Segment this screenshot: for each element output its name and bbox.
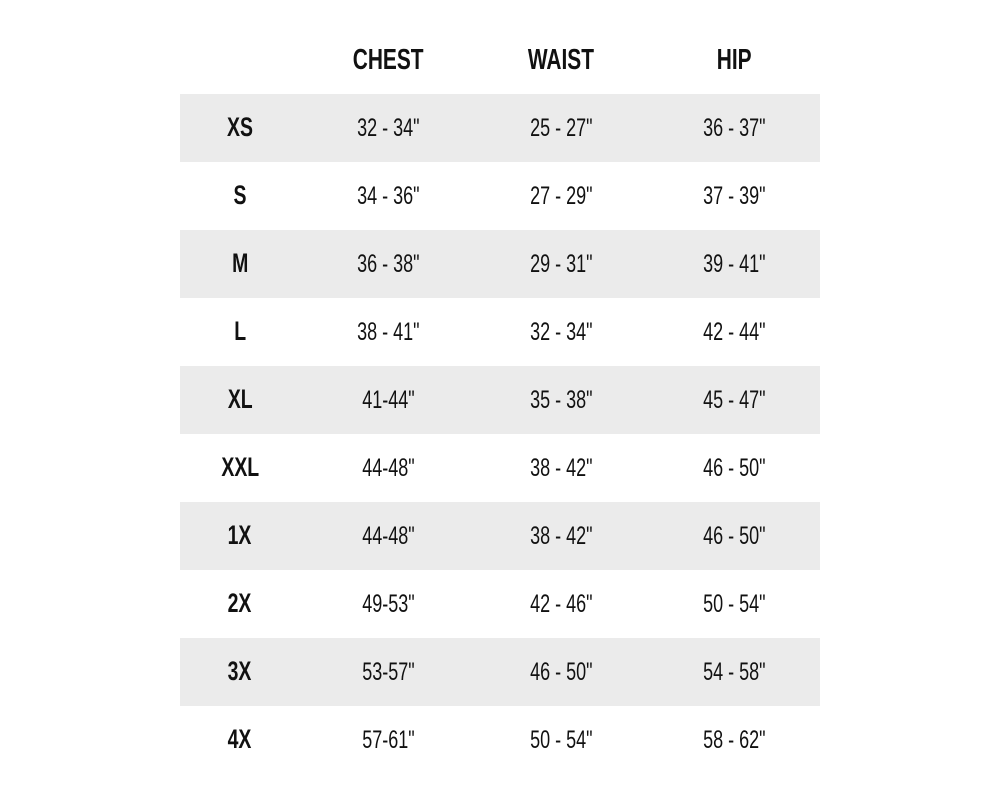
hip-cell: 54 - 58" xyxy=(702,658,766,686)
chest-cell: 44-48" xyxy=(361,454,415,482)
chest-cell: 34 - 36" xyxy=(356,182,420,210)
waist-cell: 25 - 27" xyxy=(529,114,593,142)
column-header-waist: WAIST xyxy=(527,44,595,76)
table-header: CHEST WAIST HIP xyxy=(180,38,820,82)
chest-cell: 38 - 41" xyxy=(356,318,420,346)
column-header-chest: CHEST xyxy=(352,44,424,76)
table-row: M 36 - 38" 29 - 31" 39 - 41" xyxy=(180,230,820,298)
size-cell: 2X xyxy=(228,588,252,618)
table-row: S 34 - 36" 27 - 29" 37 - 39" xyxy=(180,162,820,230)
chest-cell: 57-61" xyxy=(361,726,415,754)
size-cell: XL xyxy=(227,384,253,414)
hip-cell: 36 - 37" xyxy=(702,114,766,142)
hip-cell: 39 - 41" xyxy=(702,250,766,278)
waist-cell: 42 - 46" xyxy=(529,590,593,618)
column-header-hip: HIP xyxy=(716,44,752,76)
size-cell: 1X xyxy=(228,520,252,550)
waist-cell: 38 - 42" xyxy=(529,454,593,482)
waist-cell: 35 - 38" xyxy=(529,386,593,414)
table-row: L 38 - 41" 32 - 34" 42 - 44" xyxy=(180,298,820,366)
waist-cell: 38 - 42" xyxy=(529,522,593,550)
size-cell: XS xyxy=(227,112,253,142)
waist-cell: 50 - 54" xyxy=(529,726,593,754)
table-row: 2X 49-53" 42 - 46" 50 - 54" xyxy=(180,570,820,638)
size-cell: XXL xyxy=(221,452,259,482)
chest-cell: 49-53" xyxy=(361,590,415,618)
chest-cell: 44-48" xyxy=(361,522,415,550)
table-row: 4X 57-61" 50 - 54" 58 - 62" xyxy=(180,706,820,774)
table-row: XXL 44-48" 38 - 42" 46 - 50" xyxy=(180,434,820,502)
size-cell: 4X xyxy=(228,724,252,754)
size-cell: M xyxy=(231,248,249,278)
chest-cell: 41-44" xyxy=(361,386,415,414)
chest-cell: 53-57" xyxy=(361,658,415,686)
table-row: XS 32 - 34" 25 - 27" 36 - 37" xyxy=(180,94,820,162)
hip-cell: 45 - 47" xyxy=(702,386,766,414)
hip-cell: 37 - 39" xyxy=(702,182,766,210)
hip-cell: 42 - 44" xyxy=(702,318,766,346)
chest-cell: 36 - 38" xyxy=(356,250,420,278)
size-cell: 3X xyxy=(228,656,252,686)
size-cell: S xyxy=(233,180,247,210)
table-row: 3X 53-57" 46 - 50" 54 - 58" xyxy=(180,638,820,706)
size-cell: L xyxy=(234,316,246,346)
hip-cell: 46 - 50" xyxy=(702,522,766,550)
hip-cell: 58 - 62" xyxy=(702,726,766,754)
chest-cell: 32 - 34" xyxy=(356,114,420,142)
waist-cell: 46 - 50" xyxy=(529,658,593,686)
hip-cell: 46 - 50" xyxy=(702,454,766,482)
table-row: XL 41-44" 35 - 38" 45 - 47" xyxy=(180,366,820,434)
hip-cell: 50 - 54" xyxy=(702,590,766,618)
table-row: 1X 44-48" 38 - 42" 46 - 50" xyxy=(180,502,820,570)
waist-cell: 27 - 29" xyxy=(529,182,593,210)
waist-cell: 32 - 34" xyxy=(529,318,593,346)
waist-cell: 29 - 31" xyxy=(529,250,593,278)
